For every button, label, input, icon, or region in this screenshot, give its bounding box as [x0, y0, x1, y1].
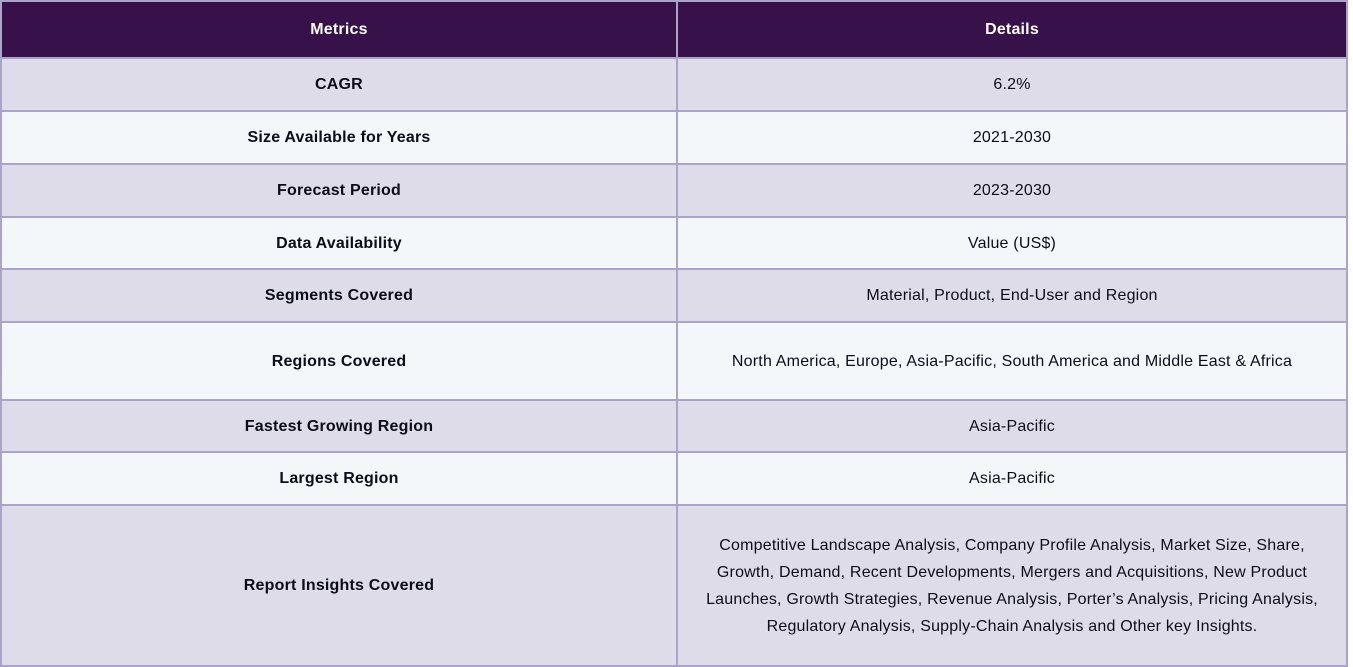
metric-label-largest-region: Largest Region — [0, 451, 678, 506]
table-row-report-insights: Report Insights Covered Competitive Land… — [0, 504, 1348, 667]
metrics-column-header: Metrics — [0, 0, 678, 59]
detail-value-report-insights: Competitive Landscape Analysis, Company … — [676, 504, 1348, 667]
table-row-regions-covered: Regions Covered North America, Europe, A… — [0, 321, 1348, 401]
metric-label-cagr: CAGR — [0, 57, 678, 112]
metric-label-size-available: Size Available for Years — [0, 110, 678, 165]
table-row-forecast-period: Forecast Period 2023-2030 — [0, 163, 1348, 218]
detail-value-forecast-period: 2023-2030 — [676, 163, 1348, 218]
table-header: Metrics Details — [0, 0, 1348, 59]
details-column-header: Details — [676, 0, 1348, 59]
metric-label-forecast-period: Forecast Period — [0, 163, 678, 218]
detail-value-largest-region: Asia-Pacific — [676, 451, 1348, 506]
detail-value-cagr: 6.2% — [676, 57, 1348, 112]
metric-label-data-availability: Data Availability — [0, 216, 678, 270]
table-body: CAGR 6.2% Size Available for Years 2021-… — [0, 57, 1348, 667]
detail-value-data-availability: Value (US$) — [676, 216, 1348, 270]
metric-label-fastest-growing-region: Fastest Growing Region — [0, 399, 678, 453]
table-row-data-availability: Data Availability Value (US$) — [0, 216, 1348, 270]
detail-value-regions-covered: North America, Europe, Asia-Pacific, Sou… — [676, 321, 1348, 401]
metric-label-segments-covered: Segments Covered — [0, 268, 678, 323]
table-row-segments-covered: Segments Covered Material, Product, End-… — [0, 268, 1348, 323]
header-row: Metrics Details — [0, 0, 1348, 59]
table-row-fastest-growing-region: Fastest Growing Region Asia-Pacific — [0, 399, 1348, 453]
detail-value-fastest-growing-region: Asia-Pacific — [676, 399, 1348, 453]
table-row-largest-region: Largest Region Asia-Pacific — [0, 451, 1348, 506]
detail-value-size-available: 2021-2030 — [676, 110, 1348, 165]
metric-label-report-insights: Report Insights Covered — [0, 504, 678, 667]
detail-value-segments-covered: Material, Product, End-User and Region — [676, 268, 1348, 323]
table-row-size-available: Size Available for Years 2021-2030 — [0, 110, 1348, 165]
metric-label-regions-covered: Regions Covered — [0, 321, 678, 401]
table-row-cagr: CAGR 6.2% — [0, 57, 1348, 112]
